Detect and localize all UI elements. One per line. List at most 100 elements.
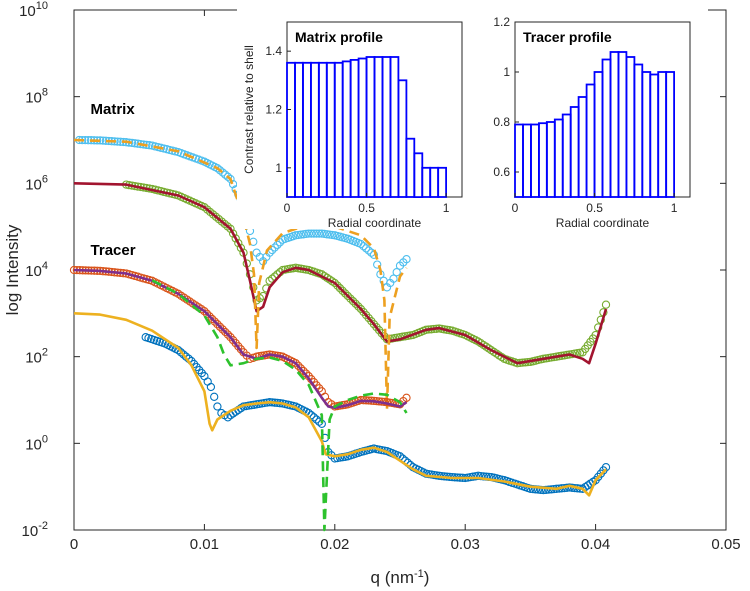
data-point [228,229,238,238]
data-point [220,219,229,229]
curve-label: Tracer [91,242,136,259]
x-tick-label: 0.04 [581,536,610,553]
data-point [223,172,233,181]
data-point [348,297,358,306]
main-ticks: 0 0.01 0.02 0.03 0.04 0.0510-2100102104106108… [19,0,741,553]
data-point [312,229,321,238]
inset-title: Tracer profile [523,29,612,45]
fit-line [73,312,607,497]
data-point [206,207,215,217]
data-point [301,229,311,239]
data-point [361,244,371,253]
data-point [218,325,227,334]
inset-y-tick-label: 1.2 [493,15,510,29]
inset-x-tick-label: 0 [512,201,519,215]
data-point [338,286,347,295]
data-point [330,278,339,288]
y-tick-label: 1010 [19,0,48,20]
data-point [213,164,222,173]
data-point [341,289,350,298]
inset-y-tick-label: 0.6 [493,165,510,179]
data-point [215,322,225,331]
data-point [291,359,300,368]
data-point [351,299,360,308]
data-point [211,212,221,221]
data-point [601,300,611,309]
data-point [234,238,243,248]
x-tick-label: 0 [70,536,78,553]
data-point [291,231,300,240]
data-point [335,284,345,293]
main-series [69,135,611,532]
data-point [307,229,316,238]
data-point [210,392,219,401]
data-point [328,230,337,240]
data-point [214,215,224,224]
data-point [217,217,226,226]
fit-line [73,182,608,365]
data-point [273,240,282,250]
data-point [402,393,411,402]
data-point [359,242,368,251]
inset-y-tick-label: 1.2 [265,103,282,117]
y-tick-label: 102 [25,347,48,367]
data-point [299,366,308,376]
data-point [215,166,225,175]
data-point [476,471,485,481]
data-point [531,485,540,494]
data-point [389,274,398,283]
data-point [528,484,538,494]
inset-x-tick-label: 1 [671,201,678,215]
data-point [226,224,235,233]
profile-bar [437,166,448,198]
data-point [223,222,232,231]
data-point [333,281,342,290]
data-point [200,203,209,212]
data-point [294,361,303,370]
data-point [309,229,319,238]
data-point [203,205,212,214]
inset-y-label: Contrast relative to shell [242,45,256,174]
data-point [231,234,240,243]
data-point [213,402,222,411]
x-axis-title: q (nm-1) [371,568,430,587]
data-point [221,170,230,179]
inset-x-tick-label: 0.5 [358,201,375,215]
data-point [206,382,216,392]
data-point [179,350,188,359]
data-point [221,327,230,337]
y-tick-label: 104 [25,260,48,280]
data-point [526,484,535,493]
data-point [474,471,483,480]
profile-bar [665,71,675,198]
data-point [296,364,306,373]
data-point [208,210,218,219]
data-point [354,302,363,311]
curve-label: Matrix [91,101,136,118]
inset-x-label: Radial coordinate [556,216,650,230]
data-point [356,239,366,249]
fit-line [73,138,408,410]
data-point [208,314,217,324]
data-point [373,260,382,269]
data-point [296,230,306,239]
y-axis-title: log Intensity [3,224,22,315]
data-point [312,415,321,424]
data-point [402,255,411,264]
y-tick-label: 108 [25,87,48,107]
data-point [213,320,222,329]
main-labels: Matrix Tracer [91,101,136,259]
data-point [346,294,355,303]
inset-x-tick-label: 1 [443,201,450,215]
data-point [223,330,233,339]
fit-line [151,279,408,532]
inset-x-tick-label: 0 [284,201,291,215]
data-point [392,268,401,277]
inset-matrix-profile: 0 0.5 1 1 1.2 1.4 Matrix profile Radial coordin… [237,8,480,230]
data-point [218,168,227,177]
data-point [317,229,326,238]
data-point [322,230,332,239]
inset-title: Matrix profile [295,29,383,45]
x-tick-label: 0.01 [190,536,219,553]
